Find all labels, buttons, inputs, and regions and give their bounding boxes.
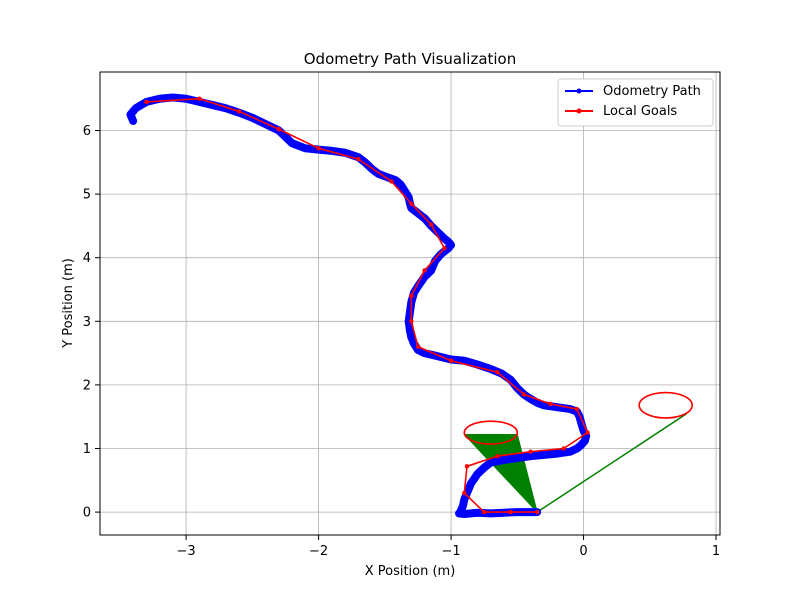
chart-title: Odometry Path Visualization [304,50,517,68]
local-goal-point [521,392,527,397]
odometry-point [196,98,203,106]
local-goal-point [462,490,467,496]
goal-circle-left [463,420,519,445]
legend-box [557,78,714,127]
odometry-point [282,133,289,141]
odometry-point [397,181,404,188]
local-goal-point [442,245,447,251]
x-tick-label: 0 [579,544,587,559]
legend-odometry-marker [576,88,582,94]
local-goal-point [508,509,513,515]
local-goal-point [448,358,454,363]
local-goal-point [481,509,487,515]
odometry-point [406,308,414,315]
x-tick-label: −2 [309,544,328,559]
odometry-point [414,346,422,354]
legend-goals-marker [576,108,582,114]
odometry-point [581,437,589,445]
y-tick-label: 1 [83,442,91,457]
y-axis-label: Y Position (m) [61,258,76,349]
local-goal-point [422,268,427,273]
local-goal-point [528,449,533,454]
odometry-point [302,145,309,152]
odometry-point [514,454,521,462]
x-ticks: −3 −2 −1 0 1 [177,535,720,559]
local-goal-point [409,201,414,206]
y-tick-label: 6 [83,124,91,139]
local-goal-point [409,319,414,324]
odometry-point [421,349,428,357]
x-tick-label: 1 [712,544,720,559]
y-tick-label: 3 [83,315,91,330]
y-tick-label: 2 [83,378,91,393]
odometry-point [461,357,468,364]
goal-direction-line [536,412,688,513]
local-goal-point [548,401,553,407]
local-goal-point [276,127,282,132]
legend: Odometry Path Local Goals [557,78,714,127]
local-goal-point [495,453,500,459]
odometry-point [480,464,488,471]
odometry-point [437,251,444,258]
odometry-point [410,340,418,347]
local-goal-point [236,109,242,114]
odometry-point [129,117,137,125]
odometry-point [169,94,177,101]
odometry-point [461,496,468,503]
y-tick-label: 5 [83,188,91,203]
odometry-point [461,510,468,518]
local-goal-point [574,406,580,412]
x-tick-label: −3 [177,544,196,559]
odometry-point [467,510,475,517]
x-tick-label: −1 [441,544,460,559]
legend-goals-label: Local Goals [603,104,677,119]
odometry-point [467,480,475,487]
local-goal-point [356,156,361,162]
odometry-point [533,399,541,406]
local-goals-line [146,97,589,513]
local-goal-point [415,344,421,349]
odometry-point [132,105,139,112]
odometry-point [288,140,296,147]
odometry-point [567,448,574,455]
odometry-point [406,327,414,335]
odometry-point [487,459,495,466]
odometry-point [487,510,495,517]
y-ticks: 0 1 2 3 4 5 6 [83,124,100,521]
odometry-point [445,244,452,252]
local-goal-point [197,96,202,101]
local-goal-point [428,222,434,227]
odometry-point [500,456,508,464]
odometry-point [540,402,548,409]
odometry-point [540,451,548,459]
odometry-point [527,452,534,460]
local-goal-point [144,99,149,105]
odometry-point [392,176,399,184]
local-goal-point [585,430,590,435]
odometry-point [474,470,481,478]
odometry-point [573,445,581,452]
goal-circle-right [638,391,693,419]
local-goal-point [561,446,566,451]
local-goal-point [409,293,414,299]
odometry-point [401,187,408,195]
local-goal-point [464,464,470,469]
local-goal-point [534,509,540,515]
legend-odometry-label: Odometry Path [603,84,701,99]
odometry-point [408,334,415,341]
odometry-point [427,267,435,274]
axes-frame [99,71,721,536]
x-axis-label: X Position (m) [365,564,456,579]
odometry-point [553,450,561,457]
odometry-point [127,111,134,118]
odometry-point [455,510,463,517]
y-tick-label: 0 [83,506,91,521]
local-goal-point [389,179,394,184]
odometry-point [474,509,481,516]
y-tick-label: 4 [83,251,91,266]
local-goal-point [316,146,321,151]
local-goal-point [495,369,500,375]
plot-area [126,93,693,519]
